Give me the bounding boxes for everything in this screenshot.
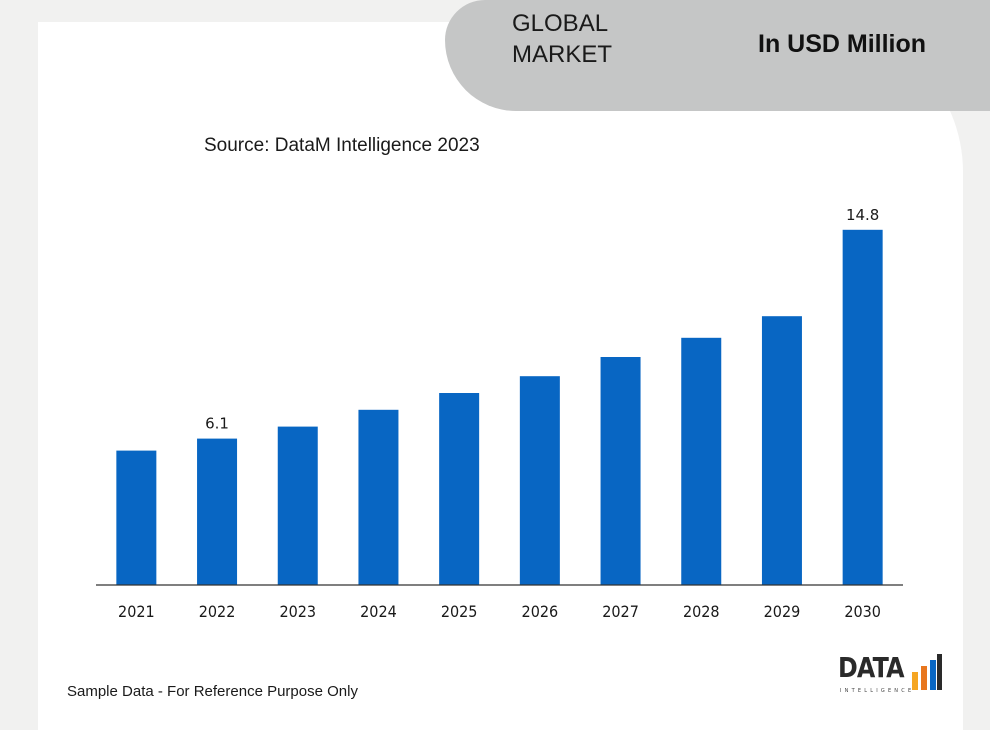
data-label-2022: 6.1 [205, 415, 229, 433]
chart-card [38, 22, 963, 730]
logo-subtext: INTELLIGENCE [840, 688, 915, 694]
logo-bars-icon [912, 654, 942, 690]
unit-label: In USD Million [758, 30, 927, 58]
bar-2024 [358, 409, 399, 585]
x-tick-label: 2021 [118, 602, 155, 621]
header-banner [445, 0, 990, 111]
company-logo: DATA INTELLIGENCE [838, 648, 948, 703]
data-label-2030: 14.8 [846, 206, 879, 224]
banner-title: GLOBAL MARKET [512, 10, 613, 68]
bar-2028 [681, 337, 722, 585]
x-tick-label: 2027 [602, 602, 639, 621]
bar-2027 [600, 357, 641, 585]
bar-2021 [116, 450, 157, 585]
x-tick-label: 2023 [279, 602, 316, 621]
bar-2030 [842, 229, 883, 586]
source-text: Source: DataM Intelligence 2023 [204, 135, 480, 156]
x-tick-label: 2028 [683, 602, 720, 621]
logo-text: DATA [838, 651, 905, 684]
x-tick-label: 2030 [844, 602, 881, 621]
footnote: Sample Data - For Reference Purpose Only [67, 683, 358, 700]
x-tick-label: 2026 [522, 602, 559, 621]
bar-2025 [439, 393, 480, 585]
x-tick-label: 2025 [441, 602, 478, 621]
x-tick-label: 2024 [360, 602, 397, 621]
bar-2026 [519, 376, 560, 585]
bar-2029 [761, 316, 802, 585]
x-tick-label: 2029 [764, 602, 801, 621]
bar-2023 [277, 426, 318, 585]
x-tick-label: 2022 [199, 602, 236, 621]
bar-2022 [197, 438, 238, 585]
